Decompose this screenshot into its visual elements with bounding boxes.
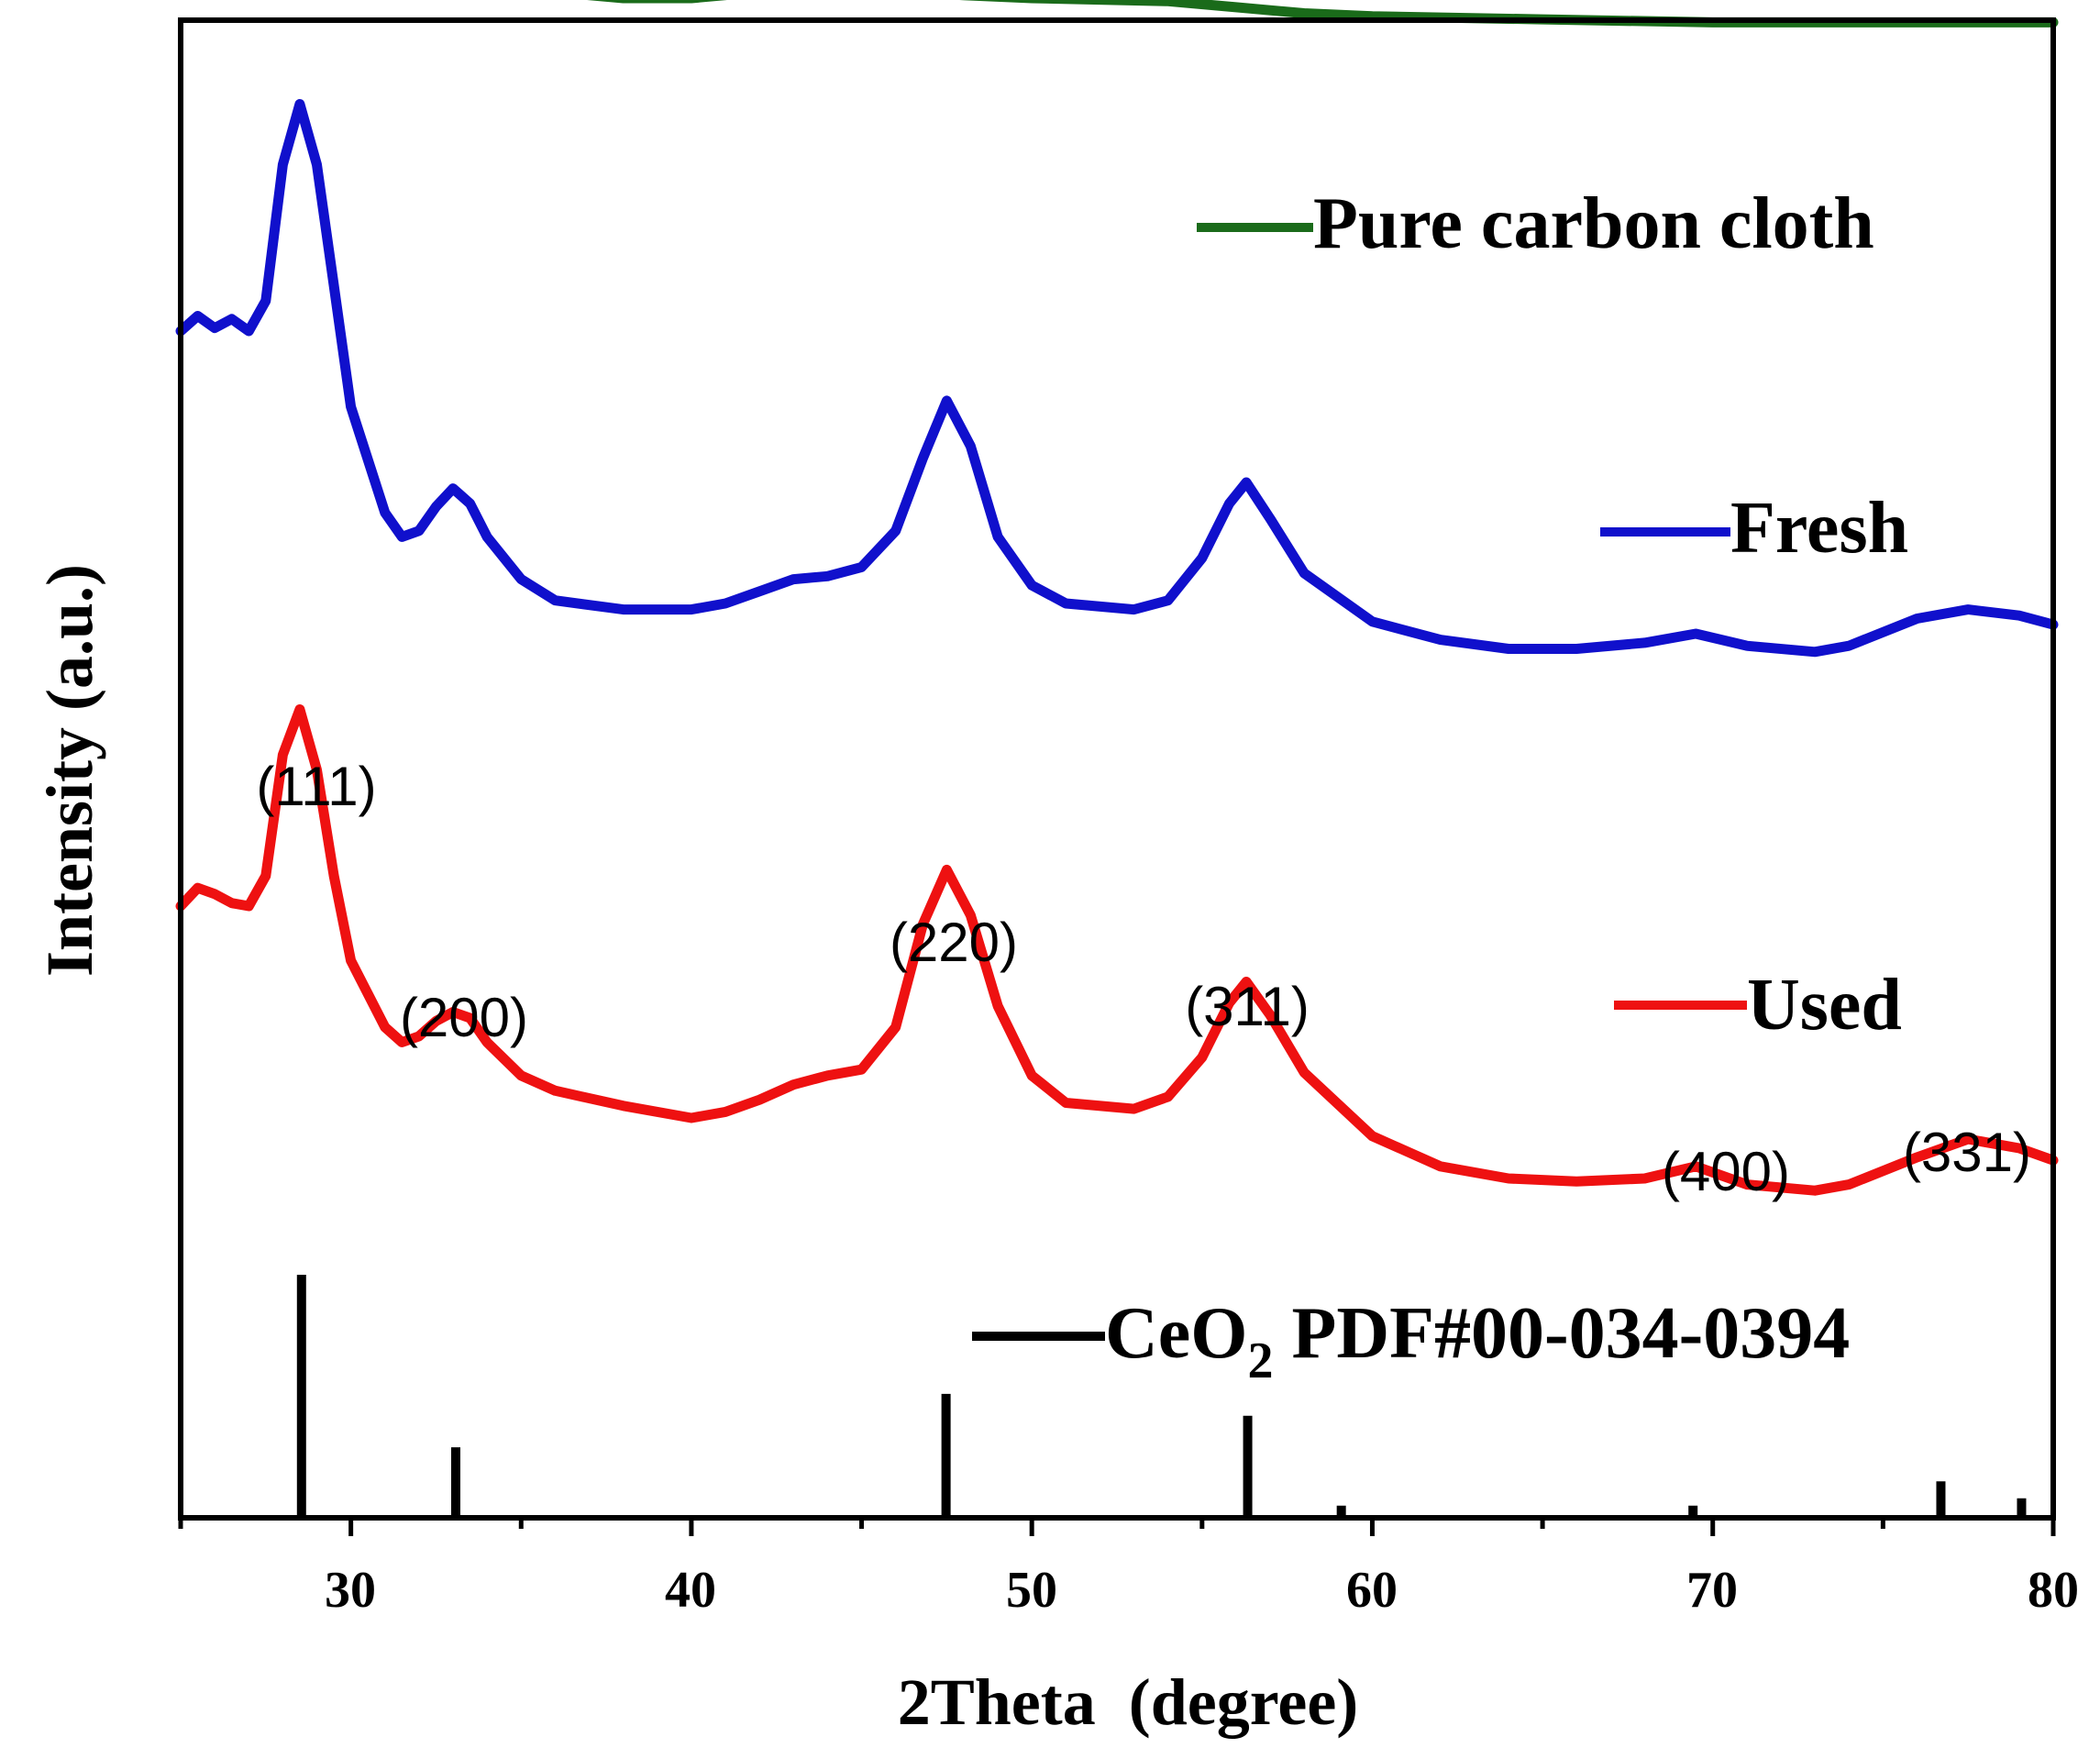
plane-label-331: (331) — [1903, 1122, 2031, 1183]
legend-label-rest: PDF#00-034-0394 — [1274, 1293, 1851, 1374]
series-line-fresh — [175, 99, 2059, 658]
series-line-used — [175, 704, 2059, 1196]
legend-label: Pure carbon cloth — [1313, 183, 1874, 264]
series-layer — [175, 0, 2059, 1196]
legend-item-used: Used — [1614, 965, 1902, 1045]
x-tick-label: 40 — [665, 1562, 716, 1619]
x-tick-label: 60 — [1346, 1562, 1398, 1619]
legend-label: CeO2 PDF#00-034-0394 — [1105, 1293, 1850, 1389]
plane-annotations: (111) (200) (220) (311) (400) (331) — [256, 756, 2031, 1202]
plane-label-311: (311) — [1185, 976, 1310, 1037]
reference-lines — [296, 1275, 2027, 1518]
legend: Pure carbon cloth Fresh Used CeO2 PDF#00… — [972, 183, 1908, 1389]
plane-label-111: (111) — [256, 756, 376, 817]
legend-item-pure-carbon-cloth: Pure carbon cloth — [1197, 183, 1874, 264]
x-tick-label: 30 — [325, 1562, 376, 1619]
plot-frame — [178, 17, 2056, 1521]
plane-label-220: (220) — [890, 912, 1018, 973]
x-tick-label: 70 — [1686, 1562, 1738, 1619]
legend-label: Fresh — [1730, 488, 1908, 569]
legend-item-ceo2-reference: CeO2 PDF#00-034-0394 — [972, 1293, 1850, 1389]
x-tick-label: 80 — [2028, 1562, 2079, 1619]
legend-label-main: CeO — [1105, 1293, 1248, 1374]
x-axis-ticks — [178, 1518, 2056, 1536]
y-axis-title: Intensity (a.u.) — [33, 564, 106, 977]
x-axis-title: 2Theta (degree) — [898, 1665, 1359, 1739]
x-tick-label: 50 — [1006, 1562, 1057, 1619]
plane-label-200: (200) — [400, 987, 528, 1048]
legend-item-fresh: Fresh — [1600, 488, 1908, 569]
plane-label-400: (400) — [1662, 1141, 1790, 1202]
legend-label: Used — [1747, 965, 1902, 1045]
series-line-pure-carbon-cloth — [587, 0, 2059, 28]
legend-label-subscript: 2 — [1248, 1333, 1274, 1389]
